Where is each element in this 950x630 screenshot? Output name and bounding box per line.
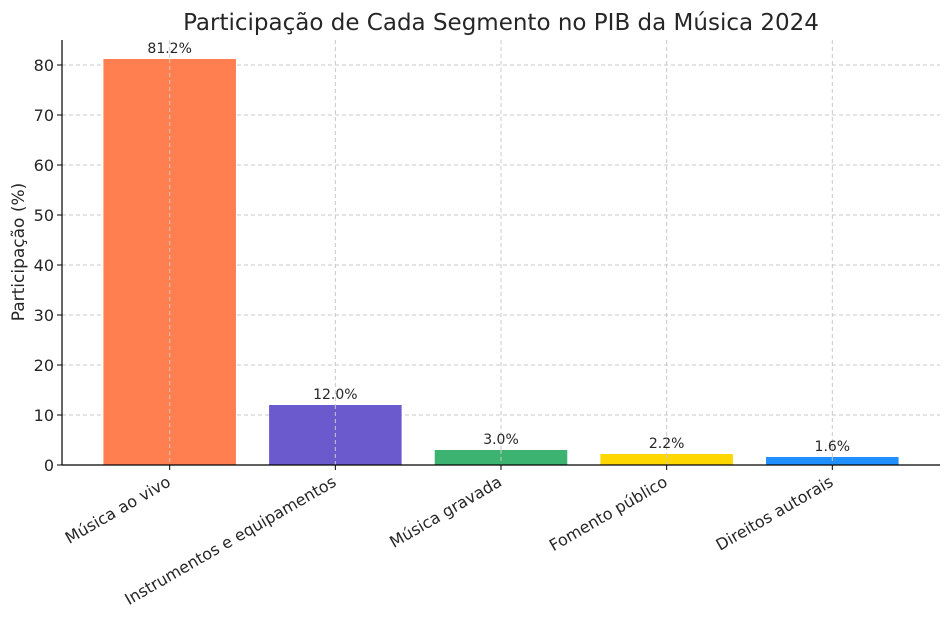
- bar-value-labels: 81.2% 12.0% 3.0% 2.2% 1.6%: [147, 41, 850, 455]
- x-tick-label: Música gravada: [386, 472, 505, 552]
- y-tick-label: 0: [44, 456, 54, 475]
- bar-value-label: 1.6%: [815, 439, 851, 455]
- x-tick-label: Direitos autorais: [713, 472, 837, 554]
- bar-value-label: 81.2%: [147, 41, 191, 57]
- y-tick-label: 20: [34, 356, 54, 375]
- y-tick-label: 30: [34, 306, 54, 325]
- y-tick-label: 50: [34, 206, 54, 225]
- bar-value-label: 3.0%: [483, 432, 519, 448]
- bar: [600, 454, 733, 465]
- y-tick-label: 40: [34, 256, 54, 275]
- y-tick-label: 80: [34, 56, 54, 75]
- grid-lines: [62, 40, 940, 465]
- y-tick-label: 10: [34, 406, 54, 425]
- y-tick-label: 70: [34, 106, 54, 125]
- bar-value-label: 12.0%: [313, 387, 357, 403]
- y-axis-label: Participação (%): [9, 183, 29, 322]
- y-tick-label: 60: [34, 156, 54, 175]
- chart-title: Participação de Cada Segmento no PIB da …: [183, 10, 819, 36]
- x-tick-label: Música ao vivo: [62, 472, 174, 548]
- y-axis-ticks: 0 10 20 30 40 50 60 70 80: [34, 56, 62, 475]
- bar-value-label: 2.2%: [649, 436, 685, 452]
- x-tick-label: Fomento público: [546, 472, 671, 555]
- bars: [103, 59, 899, 465]
